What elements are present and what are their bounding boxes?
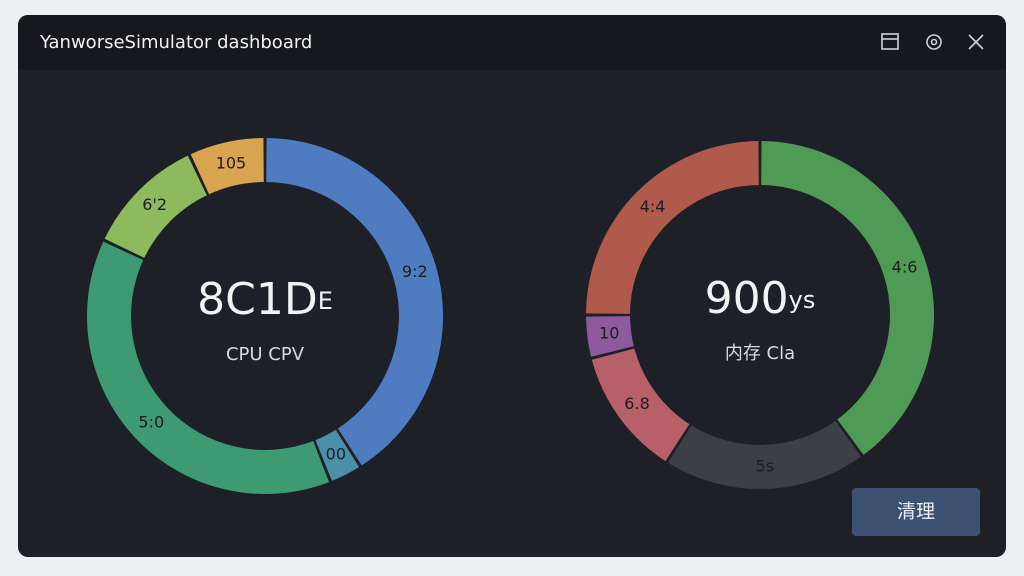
segment-label: 6'2 <box>142 195 167 214</box>
window-title: YanworseSimulator dashboard <box>39 32 312 53</box>
value: 900 <box>705 273 789 324</box>
center-subtitle: 内存 Cla <box>725 343 795 364</box>
title-bar <box>18 15 1006 70</box>
button-label: 清理 <box>897 501 935 523</box>
icon-dot <box>930 38 938 46</box>
donut-segment <box>266 138 443 466</box>
donut-segment <box>761 141 934 455</box>
segment-label: 105 <box>216 153 247 172</box>
center-value: 900ys <box>705 273 816 324</box>
segment-label: 00 <box>326 444 346 463</box>
window <box>18 15 1006 557</box>
charts: 9:2 00 5:0 6'2 105 8C1DE CPU CPV 4:6 5s 6.8 10 4:4 9… <box>86 138 934 494</box>
segment-label: 5:0 <box>138 412 164 431</box>
donut-segment <box>591 348 690 462</box>
segment-label: 5s <box>756 456 775 475</box>
donut-segment <box>586 316 634 357</box>
donut-segment <box>190 138 264 195</box>
donut-segment <box>86 241 330 494</box>
calendar-icon[interactable] <box>881 33 899 50</box>
donut-segment <box>586 141 759 314</box>
center-subtitle: CPU CPV <box>226 344 305 365</box>
unit: ys <box>789 286 816 314</box>
value: 8C1D <box>197 274 318 325</box>
segment-label: 6.8 <box>624 394 649 413</box>
unit: E <box>318 287 333 315</box>
segment-label: 4:6 <box>892 258 918 277</box>
donut-segment <box>668 420 862 489</box>
donut-segment <box>104 155 207 258</box>
segment-label: 10 <box>599 324 619 343</box>
clear-button[interactable] <box>852 488 980 536</box>
close-icon[interactable] <box>968 34 984 50</box>
segment-label: 9:2 <box>402 262 428 281</box>
settings-icon[interactable] <box>926 34 942 50</box>
center-value: 8C1DE <box>197 274 333 325</box>
segment-label: 4:4 <box>640 197 666 216</box>
donut-segment <box>315 429 360 481</box>
